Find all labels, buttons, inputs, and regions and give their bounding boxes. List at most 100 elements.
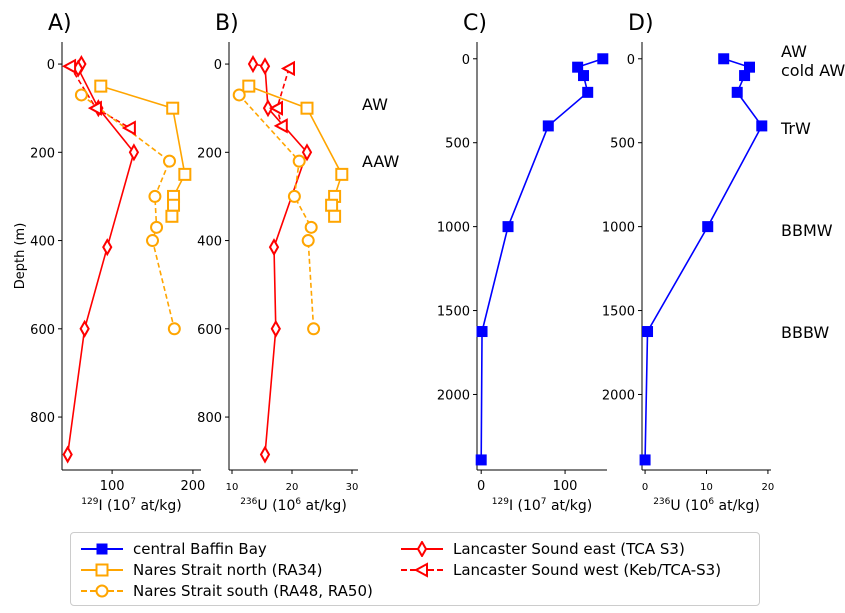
panel-b: B) 0 200 400 600 800 10 20 30 236U (106 at/kg) AW A… — [197, 11, 399, 514]
legend-marker-glyph — [96, 543, 108, 555]
data-point-0-2 — [262, 99, 274, 118]
series-line-0 — [66, 63, 135, 455]
panel-c: C) 0 500 1000 1500 2000 0 100 129I (107 at/kg) — [437, 11, 609, 514]
data-point-3-1 — [162, 154, 176, 168]
legend: central Baffin Bay Nares Strait north (R… — [70, 532, 760, 606]
data-point-2-0 — [242, 79, 256, 93]
x-label-superscript: 236 — [653, 497, 670, 507]
x-label-superscript: 6 — [295, 497, 301, 507]
data-point-2-0 — [94, 79, 108, 93]
data-point-3-1 — [292, 154, 306, 168]
y-tick-label: 400 — [30, 235, 55, 250]
data-point-0-3 — [731, 86, 743, 98]
data-point-0-4 — [268, 238, 280, 257]
legend-item-nares-south: Nares Strait south (RA48, RA50) — [79, 580, 373, 602]
x-label-superscript: 6 — [708, 497, 714, 507]
data-point-0-3 — [128, 143, 140, 162]
y-tick-label: 800 — [30, 411, 55, 426]
data-point-0-0 — [718, 53, 730, 65]
legend-marker-lancaster-west — [401, 562, 443, 578]
data-point-0-4 — [102, 238, 113, 257]
y-tick-label: 1000 — [437, 221, 470, 236]
data-point-0-6 — [62, 445, 73, 464]
panel-label: A) — [48, 11, 72, 36]
data-point-1-1 — [268, 100, 283, 116]
data-point-0-1 — [572, 61, 584, 73]
data-point-0-5 — [270, 319, 281, 338]
legend-label: central Baffin Bay — [133, 540, 267, 558]
legend-marker-glyph — [416, 541, 428, 557]
data-point-1-0 — [61, 58, 77, 74]
x-tick-label: 100 — [553, 479, 578, 494]
legend-marker-central-baffin-bay — [81, 543, 123, 555]
legend-marker-nares-south — [81, 584, 123, 598]
series-line-0 — [480, 58, 604, 460]
x-label-text: at/kg) — [301, 498, 347, 514]
water-mass-label: AAW — [362, 152, 399, 171]
x-axis-label: 236U (106 at/kg) — [240, 497, 347, 514]
data-point-2-4 — [167, 198, 181, 212]
data-point-3-5 — [307, 322, 321, 336]
x-tick-label: 30 — [346, 482, 359, 493]
legend-label: Nares Strait north (RA34) — [133, 561, 323, 579]
data-point-2-1 — [300, 101, 314, 115]
data-point-0-3 — [582, 86, 594, 98]
y-tick-label: 1000 — [602, 221, 635, 236]
legend-item-lancaster-east: Lancaster Sound east (TCA S3) — [399, 538, 685, 560]
data-point-3-0 — [232, 88, 246, 102]
legend-label: Lancaster Sound east (TCA S3) — [453, 540, 685, 558]
x-tick-label: 20 — [762, 482, 775, 493]
x-label-text: U (10 — [670, 498, 708, 514]
y-tick-label: 600 — [30, 323, 55, 338]
legend-item-central-baffin-bay: central Baffin Bay — [79, 538, 267, 560]
data-point-3-3 — [304, 220, 318, 234]
legend-marker-nares-north — [81, 563, 123, 577]
y-tick-label: 200 — [197, 146, 222, 161]
data-point-0-0 — [597, 53, 609, 65]
x-label-superscript: 236 — [240, 497, 257, 507]
data-point-0-1 — [259, 57, 271, 76]
panel-label: C) — [463, 11, 487, 36]
water-mass-label: cold AW — [781, 61, 845, 80]
y-tick-label: 0 — [214, 58, 222, 73]
data-point-2-2 — [335, 167, 349, 181]
data-point-1-2 — [273, 118, 288, 134]
data-point-0-7 — [639, 454, 651, 466]
y-tick-label: 200 — [30, 146, 55, 161]
panel-label: D) — [628, 11, 654, 36]
series-line-3 — [238, 94, 315, 329]
x-label-text: at/kg) — [136, 498, 182, 514]
data-point-0-5 — [79, 319, 90, 338]
data-point-3-5 — [167, 322, 181, 336]
x-axis-label: 129I (107 at/kg) — [81, 497, 181, 514]
y-tick-label: 500 — [610, 137, 635, 152]
y-tick-label: 0 — [47, 58, 55, 73]
data-point-2-5 — [328, 209, 342, 223]
data-point-0-2 — [739, 70, 751, 82]
y-tick-label: 600 — [197, 323, 222, 338]
legend-marker-glyph — [95, 563, 109, 577]
data-point-0-0 — [247, 55, 259, 74]
y-tick-label: 400 — [197, 235, 222, 250]
x-tick-label: 200 — [181, 479, 206, 494]
data-point-1-0 — [280, 60, 295, 77]
data-point-0-4 — [756, 120, 768, 132]
series-line-0 — [644, 58, 763, 460]
data-point-0-6 — [259, 445, 271, 464]
data-point-0-2 — [578, 70, 590, 82]
data-point-2-2 — [178, 167, 192, 181]
x-label-superscript: 129 — [81, 497, 98, 507]
x-label-text: I (10 — [98, 498, 130, 514]
data-point-0-6 — [642, 326, 654, 338]
data-point-0-6 — [476, 326, 488, 338]
legend-label: Lancaster Sound west (Keb/TCA-S3) — [453, 561, 722, 579]
data-point-0-5 — [502, 221, 514, 233]
legend-marker-glyph — [95, 584, 109, 598]
legend-marker-lancaster-east — [401, 541, 443, 557]
panel-label: B) — [215, 11, 239, 36]
data-point-3-2 — [148, 189, 162, 203]
x-axis-label: 236U (106 at/kg) — [653, 497, 760, 514]
